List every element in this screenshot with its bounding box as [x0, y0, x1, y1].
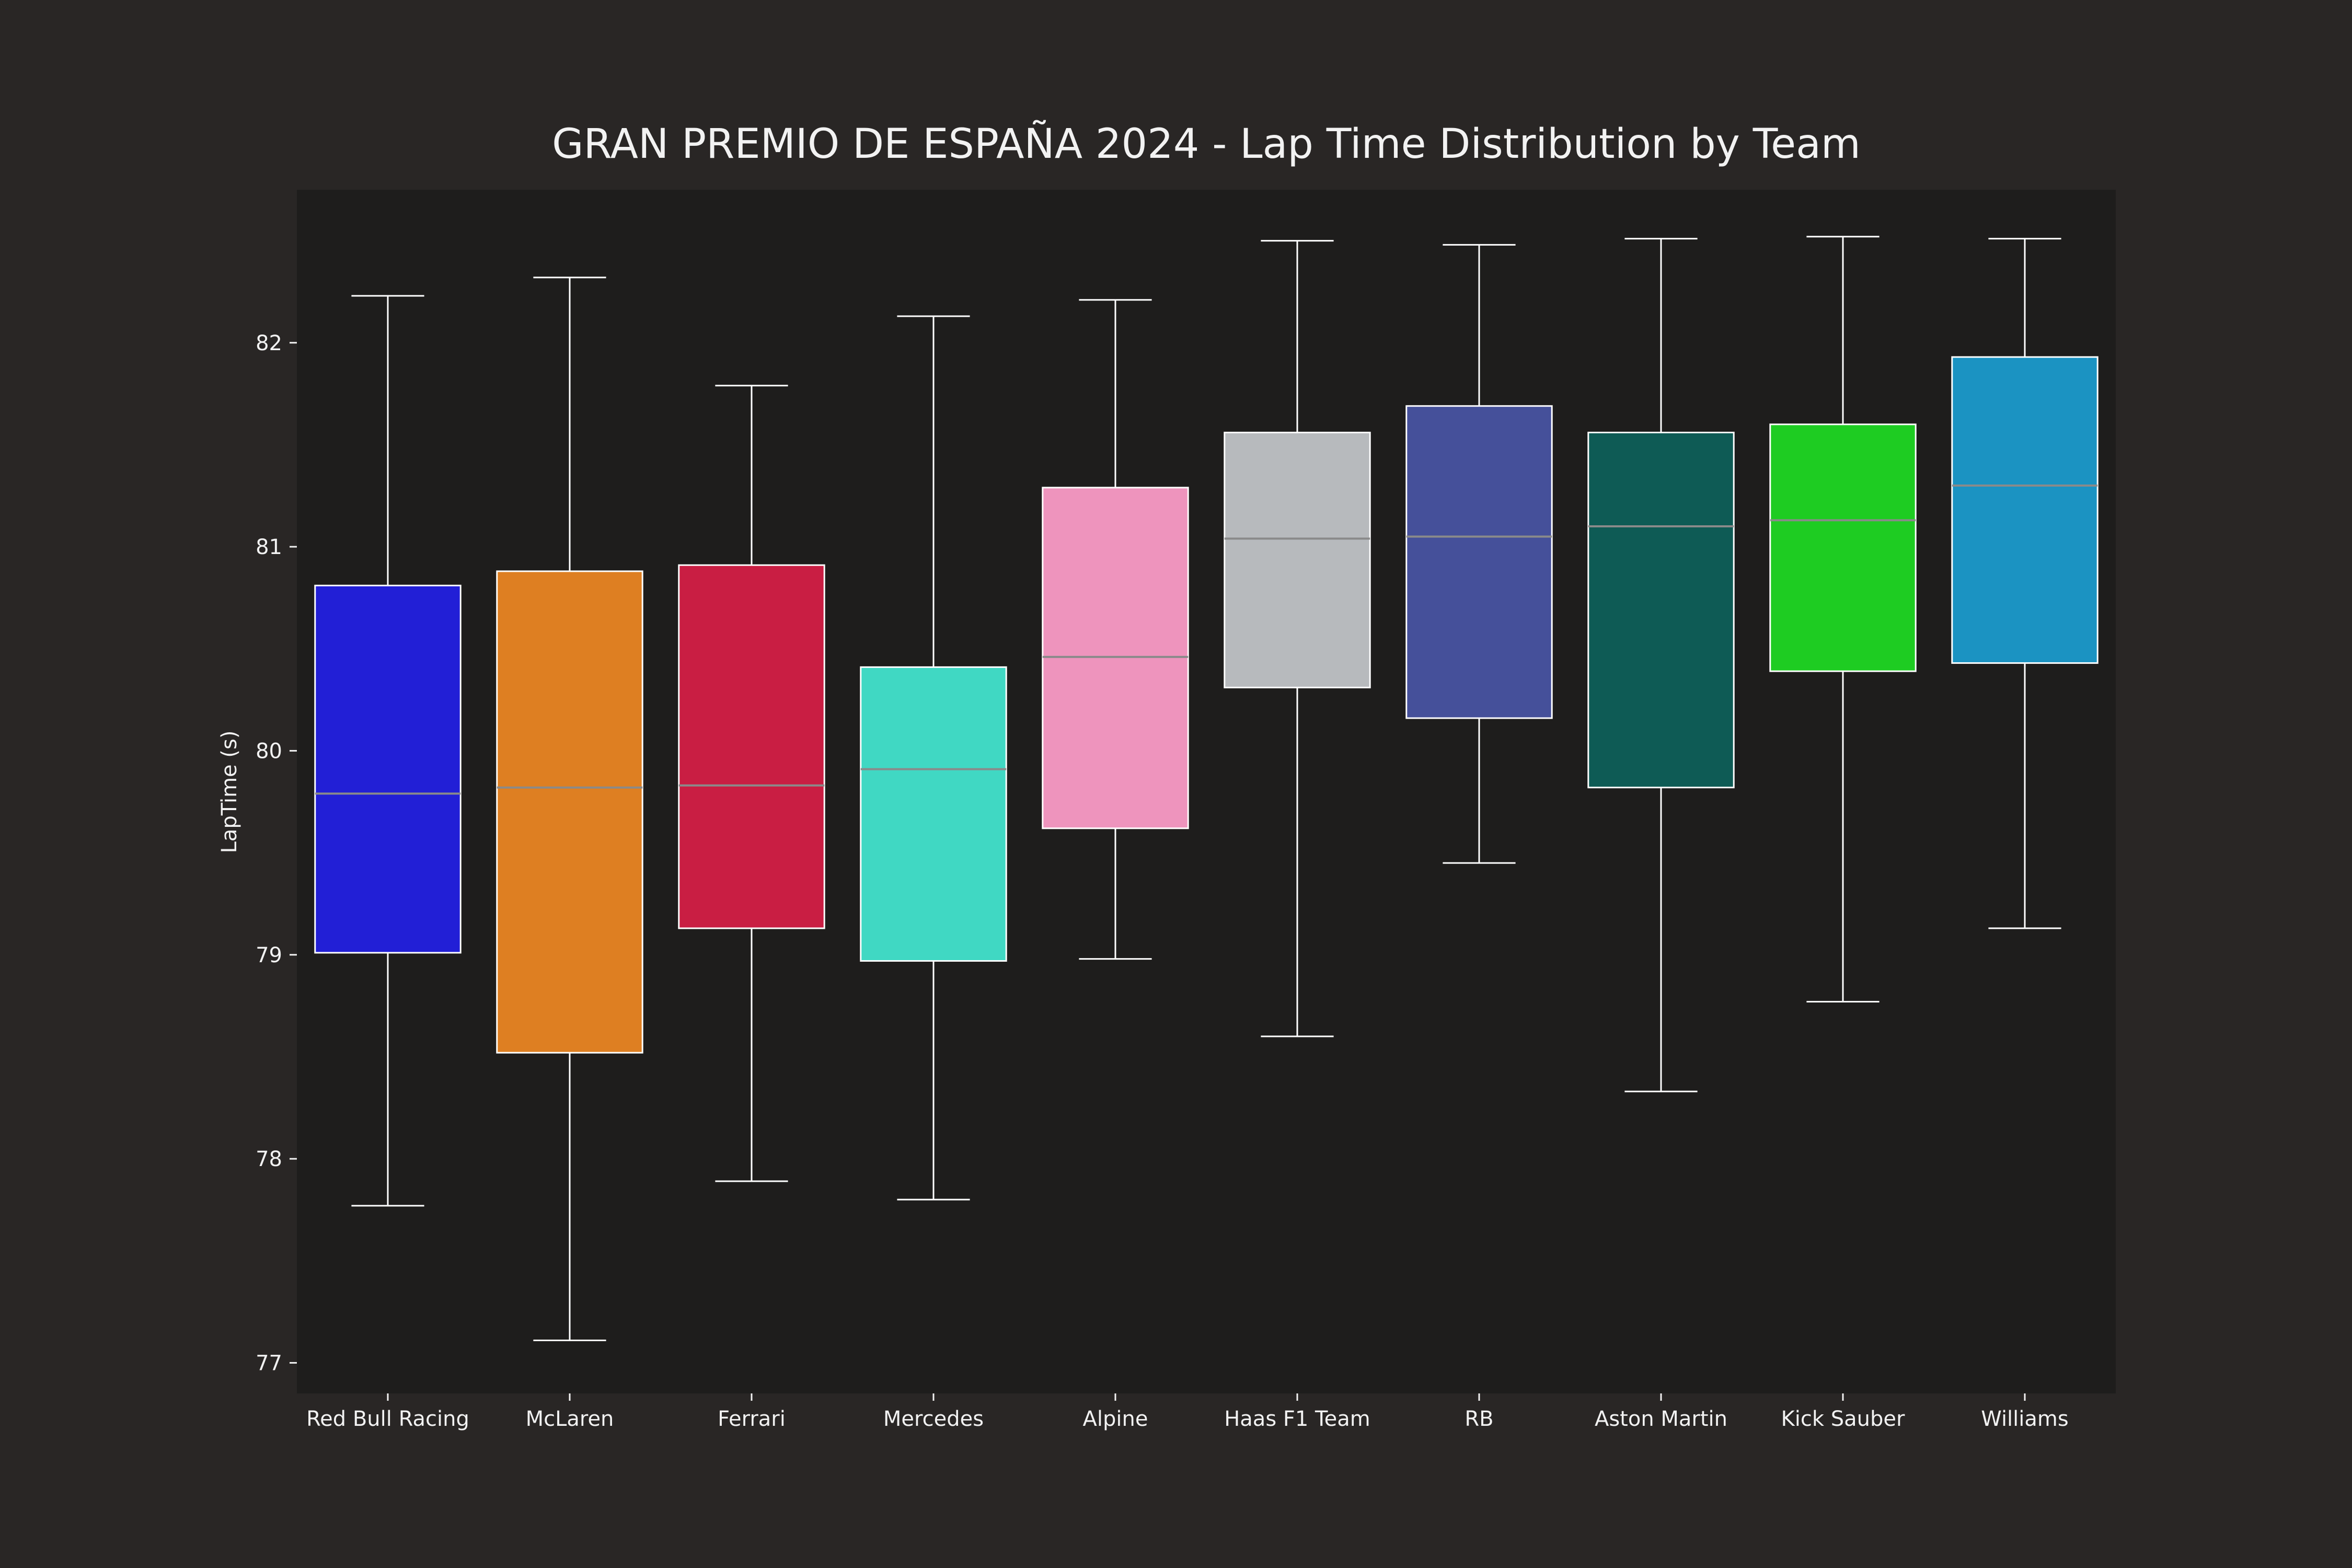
x-tick-label: Red Bull Racing	[306, 1407, 469, 1431]
iqr-box	[678, 564, 825, 929]
x-tick-label: RB	[1465, 1407, 1493, 1431]
box-williams	[1951, 238, 2099, 929]
y-tick-label: 82	[256, 331, 282, 355]
box-kick-sauber	[1769, 236, 1917, 1003]
box-aston-martin	[1587, 238, 1735, 1092]
y-tick-label: 77	[256, 1351, 282, 1375]
box-haas-f1-team	[1224, 240, 1371, 1037]
iqr-box	[1405, 405, 1553, 719]
iqr-box	[1587, 432, 1735, 789]
box-series	[314, 236, 2099, 1342]
x-tick-label: McLaren	[526, 1407, 614, 1431]
iqr-box	[314, 584, 462, 954]
iqr-box	[1224, 432, 1371, 688]
y-tick-label: 78	[256, 1147, 282, 1171]
x-tick-label: Williams	[1981, 1407, 2068, 1431]
x-tick-label: Kick Sauber	[1781, 1407, 1905, 1431]
x-axis: Red Bull Racing McLaren Ferrari Mercedes Alp…	[306, 1393, 2069, 1431]
box-mercedes	[860, 315, 1007, 1201]
box-red-bull-racing	[314, 295, 462, 1207]
y-tick-label: 80	[256, 739, 282, 763]
box-ferrari	[678, 385, 825, 1182]
box-mclaren	[496, 276, 643, 1342]
x-tick-label: Mercedes	[883, 1407, 984, 1431]
x-tick-label: Aston Martin	[1595, 1407, 1727, 1431]
iqr-box	[1951, 356, 2099, 664]
box-rb	[1405, 244, 1553, 864]
iqr-box	[1769, 423, 1917, 672]
chart-title: GRAN PREMIO DE ESPAÑA 2024 - Lap Time Di…	[552, 120, 1861, 168]
iqr-box	[496, 570, 643, 1054]
box-alpine	[1042, 299, 1189, 960]
iqr-box	[860, 666, 1007, 962]
x-tick-label: Haas F1 Team	[1224, 1407, 1370, 1431]
x-tick-label: Ferrari	[718, 1407, 786, 1431]
y-tick-label: 79	[256, 943, 282, 967]
y-axis: 77 78 79 80 81 82	[256, 331, 297, 1375]
y-axis-label: LapTime (s)	[217, 731, 241, 854]
x-tick-label: Alpine	[1083, 1407, 1148, 1431]
y-tick-label: 81	[256, 535, 282, 559]
